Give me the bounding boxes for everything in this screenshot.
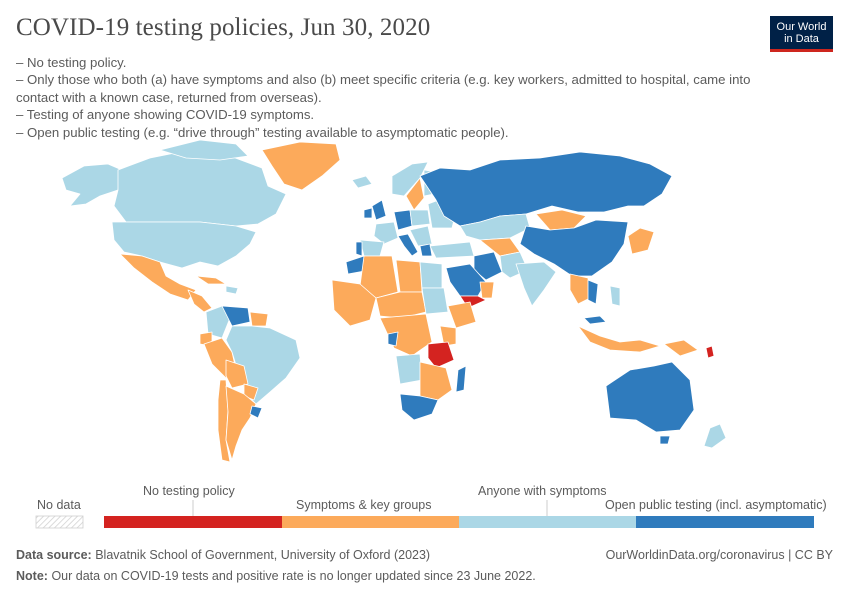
note: Note: Our data on COVID-19 tests and pos…: [16, 569, 536, 583]
country-bolivia[interactable]: [225, 359, 249, 389]
country-egypt[interactable]: [419, 261, 443, 289]
country-libya[interactable]: [395, 259, 423, 293]
country-malaysia[interactable]: [583, 315, 607, 325]
logo-line-2: in Data: [784, 33, 819, 45]
world-map: [61, 140, 727, 463]
legend-label-anyone-symptoms: Anyone with symptoms: [478, 484, 607, 498]
subtitle-line: – Open public testing (e.g. “drive throu…: [16, 124, 509, 140]
country-mongolia[interactable]: [535, 209, 587, 231]
legend: No data No testing policy Symptoms & key…: [0, 480, 850, 530]
country-south-africa[interactable]: [399, 393, 439, 421]
subtitle-line: – Only those who both (a) have symptoms …: [16, 72, 751, 105]
country-canada-islands[interactable]: [159, 140, 249, 161]
legend-bar: [35, 500, 814, 529]
legend-swatch-anyone-symptoms[interactable]: [459, 516, 636, 528]
country-philippines[interactable]: [609, 285, 621, 307]
legend-swatch-no-testing[interactable]: [104, 516, 282, 528]
country-italy[interactable]: [397, 233, 419, 257]
country-sahel[interactable]: [375, 291, 427, 319]
country-tasmania[interactable]: [659, 435, 671, 445]
country-cuba[interactable]: [195, 275, 227, 285]
country-uruguay[interactable]: [249, 405, 263, 419]
country-india[interactable]: [515, 261, 557, 307]
country-spain[interactable]: [359, 239, 385, 257]
country-southern-africa[interactable]: [419, 361, 453, 401]
country-sudan[interactable]: [421, 287, 449, 315]
country-paraguay[interactable]: [243, 383, 259, 401]
country-west-africa[interactable]: [331, 279, 377, 327]
country-new-zealand[interactable]: [703, 423, 727, 449]
legend-no-data-label: No data: [37, 498, 81, 512]
country-china[interactable]: [519, 219, 629, 277]
subtitle-line: – No testing policy.: [16, 55, 127, 70]
country-colombia[interactable]: [205, 305, 231, 339]
country-indonesia[interactable]: [577, 325, 661, 353]
data-source: Data source: Blavatnik School of Governm…: [16, 548, 430, 562]
country-venezuela[interactable]: [221, 305, 251, 327]
country-iran[interactable]: [473, 251, 503, 281]
country-vietnam[interactable]: [587, 279, 599, 305]
page-title: COVID-19 testing policies, Jun 30, 2020: [16, 14, 431, 41]
country-poland[interactable]: [409, 209, 431, 227]
country-uk[interactable]: [371, 199, 387, 221]
legend-swatch-symptoms-key-groups[interactable]: [282, 516, 459, 528]
note-text: Our data on COVID-19 tests and positive …: [51, 569, 536, 583]
legend-label-no-testing: No testing policy: [143, 484, 235, 498]
note-label: Note:: [16, 569, 48, 583]
country-oman[interactable]: [479, 281, 495, 299]
country-guianas[interactable]: [249, 311, 269, 327]
country-argentina[interactable]: [225, 385, 257, 461]
subtitle: – No testing policy. – Only those who bo…: [16, 54, 751, 141]
subtitle-line: – Testing of anyone showing COVID-19 sym…: [16, 107, 315, 123]
legend-label-symptoms-key-groups: Symptoms & key groups: [296, 498, 432, 512]
country-australia[interactable]: [605, 361, 695, 433]
country-alaska[interactable]: [61, 163, 123, 207]
data-source-text: Blavatnik School of Government, Universi…: [95, 548, 431, 562]
country-portugal[interactable]: [355, 241, 363, 257]
country-turkey[interactable]: [429, 241, 475, 259]
country-madagascar[interactable]: [455, 365, 467, 393]
country-caribbean[interactable]: [225, 285, 239, 295]
country-papua[interactable]: [663, 339, 699, 357]
country-myanmar-thailand[interactable]: [569, 273, 591, 305]
country-germany[interactable]: [393, 209, 413, 231]
country-usa[interactable]: [111, 221, 257, 269]
data-source-label: Data source:: [16, 548, 92, 562]
legend-label-open-public: Open public testing (incl. asymptomatic): [605, 498, 827, 512]
country-angola[interactable]: [395, 353, 423, 385]
country-kenya[interactable]: [439, 325, 457, 347]
country-ethiopia[interactable]: [447, 301, 477, 329]
country-greece[interactable]: [419, 243, 433, 257]
country-sweden[interactable]: [405, 177, 425, 211]
country-pacific-red[interactable]: [705, 345, 715, 359]
owid-logo[interactable]: Our World in Data: [770, 16, 833, 52]
country-congo-blue[interactable]: [387, 331, 399, 347]
country-ireland[interactable]: [363, 207, 373, 219]
country-tanzania[interactable]: [427, 341, 455, 369]
country-mexico[interactable]: [119, 253, 197, 301]
country-korea-japan[interactable]: [627, 227, 655, 255]
logo-line-1: Our World: [776, 21, 827, 33]
legend-no-data-swatch[interactable]: [35, 515, 84, 529]
country-greenland[interactable]: [261, 141, 341, 191]
country-canada[interactable]: [113, 149, 287, 227]
legend-swatch-open-public[interactable]: [636, 516, 814, 528]
country-iceland[interactable]: [351, 175, 373, 189]
country-balkans[interactable]: [409, 225, 433, 247]
country-france[interactable]: [373, 221, 399, 245]
country-central-america[interactable]: [187, 289, 213, 313]
footer-url[interactable]: OurWorldinData.org/coronavirus | CC BY: [605, 548, 833, 562]
